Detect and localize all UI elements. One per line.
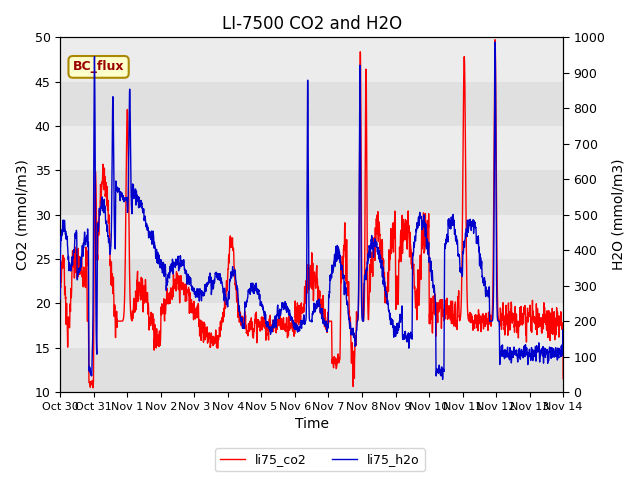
Title: LI-7500 CO2 and H2O: LI-7500 CO2 and H2O [221, 15, 402, 33]
Line: li75_co2: li75_co2 [60, 40, 563, 388]
Line: li75_h2o: li75_h2o [60, 42, 563, 380]
Bar [60, 82, 563, 126]
Legend: li75_co2, li75_h2o: li75_co2, li75_h2o [215, 448, 425, 471]
Bar [60, 170, 563, 215]
li75_h2o [56, 296, 64, 301]
li75_h2o [492, 39, 499, 45]
Bar [60, 259, 563, 303]
Y-axis label: H2O (mmol/m3): H2O (mmol/m3) [611, 159, 625, 270]
li75_co2 [271, 324, 279, 330]
li75_co2 [89, 385, 97, 391]
li75_h2o [271, 318, 279, 324]
X-axis label: Time: Time [294, 418, 329, 432]
li75_h2o [114, 189, 122, 195]
li75_co2 [492, 37, 499, 43]
li75_h2o [249, 288, 257, 294]
Bar [60, 215, 563, 259]
li75_h2o [495, 334, 503, 340]
li75_co2 [559, 376, 567, 382]
Bar [60, 126, 563, 170]
Y-axis label: CO2 (mmol/m3): CO2 (mmol/m3) [15, 159, 29, 270]
li75_co2 [114, 318, 122, 324]
Text: BC_flux: BC_flux [73, 60, 124, 73]
li75_h2o [439, 377, 447, 383]
Bar [60, 37, 563, 82]
li75_h2o [550, 346, 557, 352]
li75_co2 [144, 292, 152, 298]
Bar [60, 348, 563, 392]
li75_co2 [56, 347, 64, 353]
li75_h2o [143, 223, 151, 228]
li75_h2o [559, 341, 567, 347]
li75_co2 [495, 321, 503, 327]
li75_co2 [550, 319, 557, 324]
li75_co2 [250, 335, 257, 341]
Bar [60, 303, 563, 348]
